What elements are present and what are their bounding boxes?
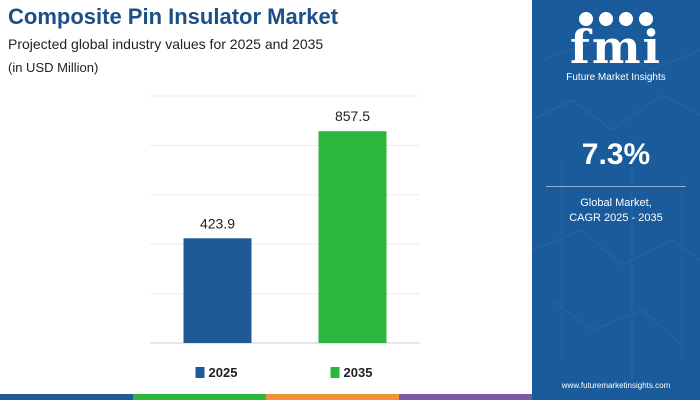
chart-panel: Composite Pin Insulator Market Projected…: [0, 4, 532, 400]
logo-icons: [532, 12, 700, 26]
cagr-label: Global Market, CAGR 2025 - 2035: [532, 196, 700, 226]
website-url: www.futuremarketinsights.com: [561, 381, 671, 390]
logo-dot-icon: [639, 12, 653, 26]
data-label-2035: 857.5: [335, 108, 370, 124]
cagr-value: 7.3%: [581, 138, 651, 171]
legend-swatch-2035: [330, 367, 340, 378]
bottom-bar-segment: [0, 394, 133, 400]
sidebar-panel: fmi Future Market Insights 7.3% Global M…: [532, 0, 700, 400]
bottom-bar-segment: [266, 394, 399, 400]
bar-chart: 423.9 2025 857.5 2035: [150, 95, 420, 380]
cagr-label-line2: CAGR 2025 - 2035: [569, 212, 663, 224]
logo-subtitle: Future Market Insights: [566, 72, 666, 83]
logo-dot-icon: [599, 12, 613, 26]
legend-label-2025: 2025: [209, 365, 238, 380]
legend-swatch-2025: [195, 367, 205, 378]
logo-dot-icon: [619, 12, 633, 26]
legend-label-2035: 2035: [344, 365, 373, 380]
bar-2035: [318, 131, 387, 343]
bottom-bar-segment: [133, 394, 266, 400]
bar-2025: [183, 238, 252, 343]
unit-label: (in USD Million): [8, 60, 99, 75]
fmi-logo: fmi Future Market Insights: [532, 6, 700, 83]
page-subtitle: Projected global industry values for 202…: [8, 36, 324, 52]
bottom-bar-segment: [399, 394, 532, 400]
cagr-label-line1: Global Market,: [580, 197, 652, 209]
background-texture: [532, 39, 700, 380]
logo-text: fmi: [570, 20, 662, 74]
bottom-color-bar: [0, 394, 532, 400]
cagr-divider: [546, 186, 686, 187]
logo-dot-icon: [579, 12, 593, 26]
data-label-2025: 423.9: [200, 215, 235, 231]
page-title: Composite Pin Insulator Market: [8, 4, 339, 29]
